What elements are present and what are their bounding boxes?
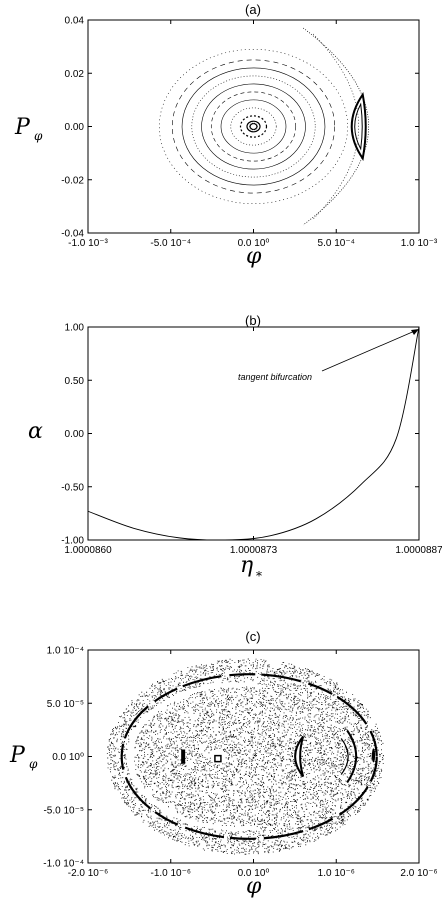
center-dot [251, 128, 254, 131]
x-tick-label: -1.0 10⁻⁶ [150, 868, 191, 879]
y-tick-label: 1.00 [65, 323, 85, 334]
center-dot [249, 125, 251, 128]
x-tick-label: 1.0000887 [395, 545, 442, 556]
panel-a-ticks: -1.0 10⁻³ -5.0 10⁻⁴ 0.0 10⁰ 5.0 10⁻⁴ 1.0 10⁻… [61, 16, 438, 250]
island-inner [354, 102, 363, 151]
invariant-curve [239, 115, 268, 138]
panel-c-ylabel: P [9, 743, 26, 768]
y-tick-label: 5.0 10⁻⁵ [47, 699, 84, 710]
island-far-right [371, 748, 376, 763]
panel-c-ylabel-sub: φ [29, 757, 38, 771]
y-tick-label: 1.0 10⁻⁴ [47, 646, 84, 657]
outer-island-chain [120, 673, 378, 840]
y-tick-label: 0.04 [65, 16, 85, 27]
island-outer [350, 92, 367, 161]
y-tick-label: 0.00 [65, 122, 85, 133]
x-tick-label: -1.0 10⁻³ [68, 238, 108, 249]
invariant-curve [201, 83, 306, 170]
y-tick-label: 0.50 [65, 376, 85, 387]
invariant-curve [230, 107, 277, 146]
y-tick-label: -0.02 [61, 175, 84, 186]
panel-a-title: (a) [245, 2, 261, 17]
y-tick-label: -1.00 [61, 536, 84, 547]
x-tick-label: 2.0 10⁻⁶ [400, 868, 437, 879]
y-tick-label: 0.02 [65, 69, 85, 80]
center-dot [250, 123, 253, 125]
x-tick-label: 0.0 10⁰ [238, 868, 270, 879]
x-tick-label: -5.0 10⁻⁴ [150, 238, 191, 249]
x-tick-label: 1.0000860 [64, 545, 112, 556]
panel-a-data [159, 27, 369, 226]
separatrix-outer [302, 27, 369, 226]
y-tick-label: 0.0 10⁰ [52, 752, 84, 763]
alpha-curve [87, 326, 420, 541]
x-tick-label: 1.0000873 [230, 545, 278, 556]
center-dot [249, 127, 252, 129]
y-tick-label: 0.00 [65, 429, 85, 440]
panel-b-annotation-arrowhead [411, 329, 419, 335]
y-tick-label: -5.0 10⁻⁵ [43, 805, 84, 816]
center-dot [249, 124, 252, 126]
panel-a: (a) -1.0 10⁻³ -5.0 10⁻⁴ 0.0 10⁰ 5.0 10⁻⁴ 1.0… [14, 2, 438, 269]
panel-a-ylabel-sub: φ [34, 129, 43, 143]
island-right-arc [346, 729, 358, 784]
invariant-curve [159, 48, 348, 205]
island-crescent [294, 735, 305, 778]
y-tick-label: -0.04 [61, 229, 84, 240]
separatrix-inner [312, 33, 359, 220]
chaotic-sea [106, 658, 384, 855]
panel-b-annotation: tangent bifurcation [238, 372, 312, 382]
invariant-curve [246, 120, 261, 133]
x-tick-label: 0.0 10⁰ [238, 238, 270, 249]
invariant-curve [191, 75, 316, 178]
panel-c-xlabel: φ [246, 874, 262, 899]
panel-b-xlabel-sub: * [256, 569, 262, 583]
island-left [181, 749, 186, 764]
center-dot [253, 122, 256, 125]
center-dot [254, 123, 257, 125]
center-dot [253, 128, 256, 131]
center-dot [256, 125, 258, 128]
panel-b-title: (b) [245, 313, 261, 328]
panel-a-ylabel: P [14, 115, 31, 140]
panel-b-annotation-arrow [321, 329, 418, 372]
panel-c: (c) -2.0 10⁻⁶ -1.0 10⁻⁶ 0.0 10⁰ 1.0 10⁻⁶ 2.0… [9, 629, 438, 899]
center-dot [255, 127, 258, 129]
panel-b-xlabel: η [240, 553, 253, 578]
y-tick-label: -0.50 [61, 482, 84, 493]
x-tick-label: 5.0 10⁻⁴ [318, 238, 355, 249]
invariant-curve [220, 99, 287, 154]
island-center [214, 754, 222, 763]
x-tick-label: -2.0 10⁻⁶ [68, 868, 109, 879]
x-tick-label: 1.0 10⁻³ [401, 238, 438, 249]
panel-b-data [87, 326, 420, 541]
panel-a-frame [87, 19, 420, 234]
panel-b-frame [87, 326, 420, 541]
panel-b-ticks: 1.0000860 1.0000873 1.0000887 -1.00 -0.50 0.0… [61, 323, 442, 557]
island-right-arc-inner [340, 738, 349, 775]
invariant-curve [171, 59, 336, 194]
center-dot [254, 128, 257, 130]
center-dot [255, 124, 258, 126]
panel-c-ticks: -2.0 10⁻⁶ -1.0 10⁻⁶ 0.0 10⁰ 1.0 10⁻⁶ 2.0 10⁻… [43, 646, 437, 880]
panel-c-data [106, 658, 384, 855]
panel-c-title: (c) [245, 629, 260, 644]
panel-b: (b) 1.0000860 1.0000873 1.0000887 -1.00 -0.5… [28, 313, 442, 583]
invariant-curve [181, 67, 326, 186]
x-tick-label: 1.0 10⁻⁶ [318, 868, 355, 879]
invariant-curve [210, 91, 297, 162]
panel-a-xlabel: φ [246, 244, 262, 269]
center-dot [251, 122, 254, 125]
center-dot [250, 128, 253, 130]
y-tick-label: -1.0 10⁻⁴ [43, 859, 84, 870]
panel-b-ylabel: α [28, 419, 43, 444]
